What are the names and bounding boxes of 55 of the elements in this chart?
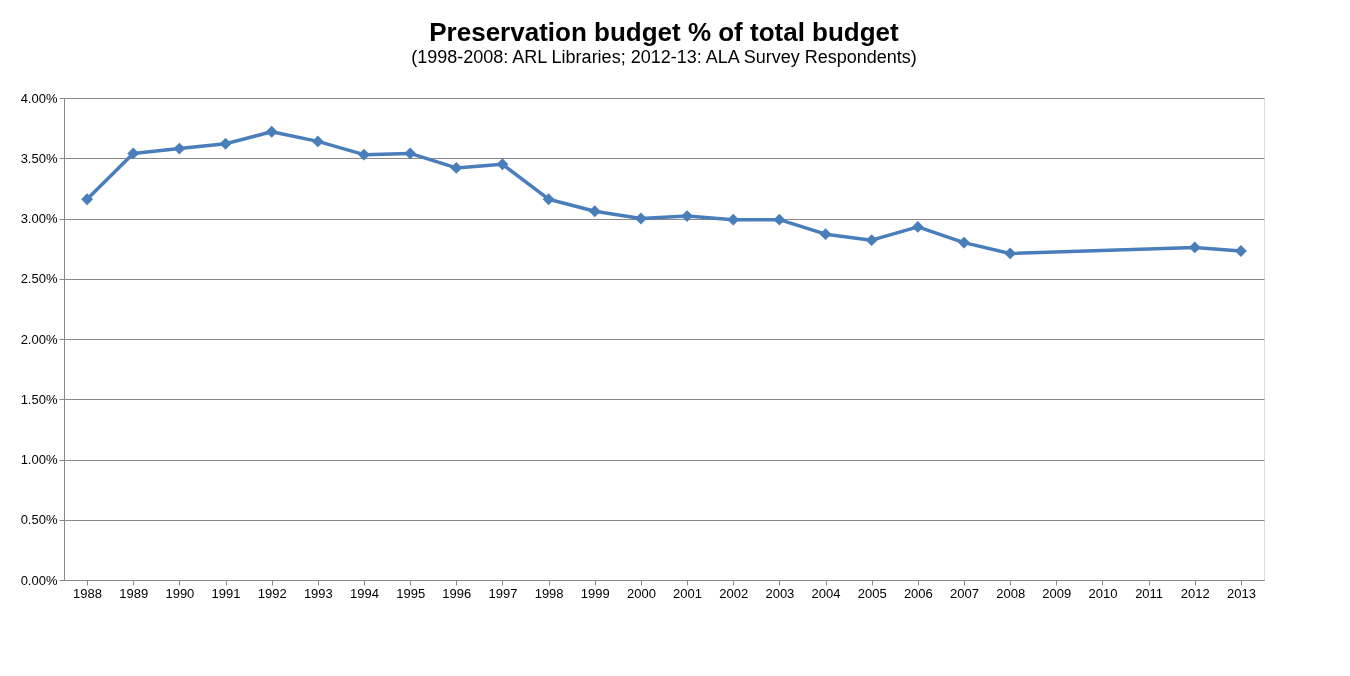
x-tick-label: 1992 xyxy=(257,585,287,601)
x-tick-label: 2003 xyxy=(765,585,795,601)
point xyxy=(358,148,370,161)
point xyxy=(542,193,555,206)
x-tick-label: 1990 xyxy=(165,585,195,601)
y-tick-label: 2.00% xyxy=(20,331,58,347)
x-tick-label: 1995 xyxy=(396,585,426,601)
point xyxy=(127,147,140,160)
point xyxy=(265,125,278,138)
x-tick-label: 1996 xyxy=(442,585,472,601)
x-tick-label: 1988 xyxy=(73,585,103,601)
x-tick-label: 1994 xyxy=(350,585,379,601)
x-tick-label: 1991 xyxy=(211,585,241,601)
x-tick-label: 2000 xyxy=(626,585,656,601)
x-tick-label: 2012 xyxy=(1180,585,1210,601)
x-tick-label: 2008 xyxy=(996,585,1026,601)
point xyxy=(819,228,832,241)
point xyxy=(911,221,924,233)
x-tick-label: 2006 xyxy=(903,585,933,601)
y-tick-label: 3.50% xyxy=(20,150,58,166)
y-tick-label: 1.50% xyxy=(20,391,58,407)
x-tick-label: 1999 xyxy=(580,585,610,601)
x-tick-label: 2013 xyxy=(1226,585,1256,601)
y-tick-label: 0.50% xyxy=(20,512,58,528)
point xyxy=(311,135,324,148)
y-tick-label: 1.00% xyxy=(20,452,58,467)
x-tick-label: 1993 xyxy=(303,585,333,601)
point xyxy=(588,205,601,218)
chart-subtitle: (1998-2008: ARL Libraries; 2012-13: ALA Survey Respondents) xyxy=(411,47,917,67)
x-tick-label: 2005 xyxy=(857,585,887,601)
point xyxy=(865,234,878,247)
x-tick-label: 2007 xyxy=(950,585,979,601)
point xyxy=(958,236,970,249)
point xyxy=(681,210,693,223)
point xyxy=(1235,245,1247,257)
y-tick-label: 0.00% xyxy=(20,572,58,588)
x-tick-label: 2004 xyxy=(811,585,841,601)
x-tick-label: 1997 xyxy=(488,585,518,601)
x-tick-label: 2001 xyxy=(673,585,703,601)
y-tick-label: 3.00% xyxy=(20,211,58,226)
point xyxy=(404,147,417,160)
x-tick-label: 2002 xyxy=(719,585,749,601)
point xyxy=(635,212,647,225)
chart-title: Preservation budget % of total budget xyxy=(429,17,900,47)
x-tick-label: 2011 xyxy=(1135,585,1164,601)
x-tick-label: 1998 xyxy=(534,585,564,601)
point xyxy=(173,142,186,155)
y-tick-label: 2.50% xyxy=(20,271,58,287)
x-tick-label: 1989 xyxy=(119,585,149,601)
point xyxy=(496,158,509,171)
point xyxy=(219,137,232,150)
y-tick-label: 4.00% xyxy=(20,90,58,106)
x-tick-label: 2010 xyxy=(1088,585,1118,601)
point xyxy=(81,193,93,206)
x-tick-label: 2009 xyxy=(1042,585,1072,601)
